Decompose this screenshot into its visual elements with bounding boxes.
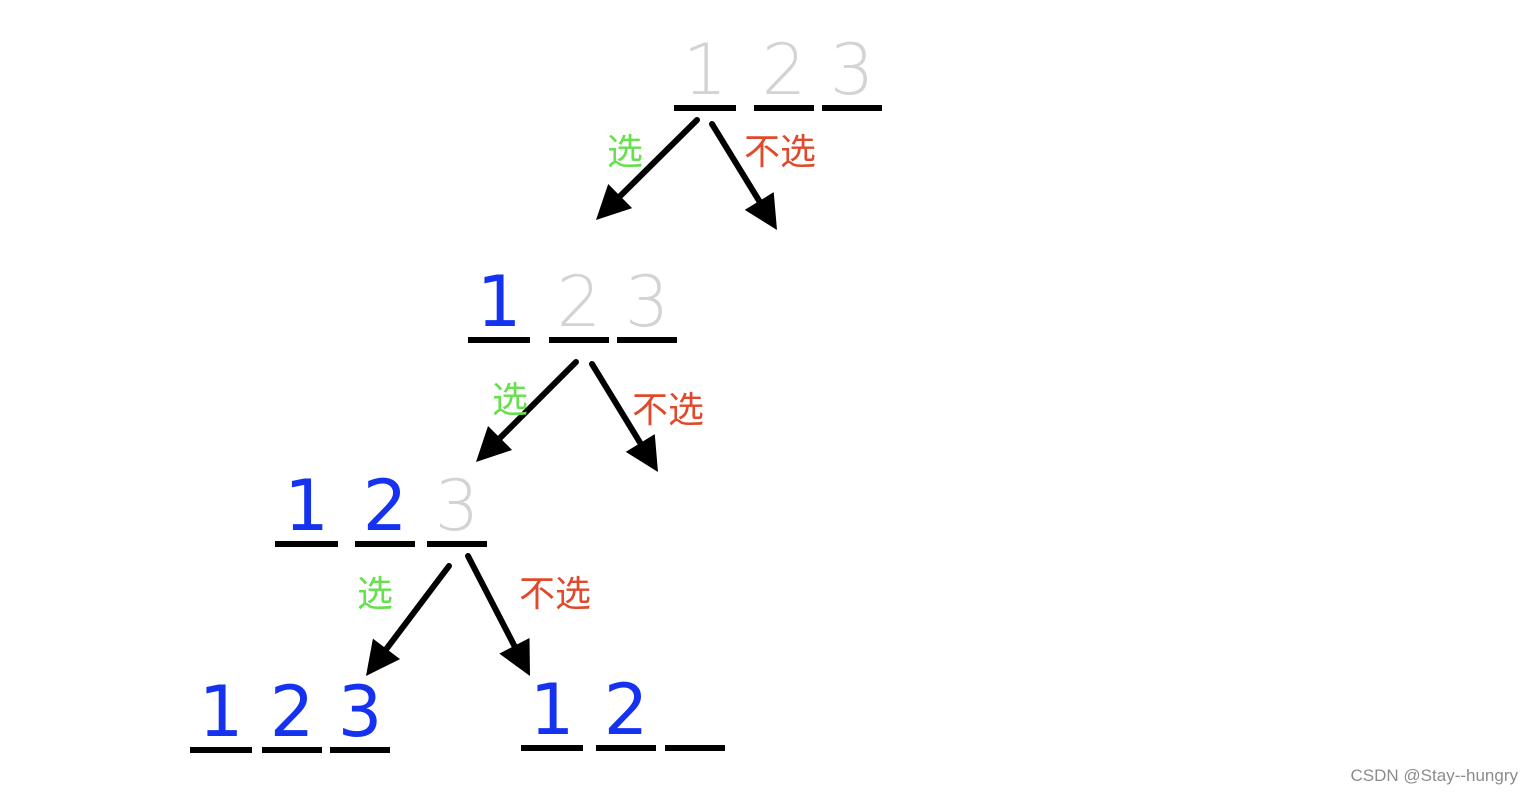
- digit-selected: 2: [604, 669, 649, 751]
- digit-selected: 1: [284, 465, 329, 547]
- skip-label: 不选: [744, 132, 816, 173]
- choose-edge: 选: [357, 563, 452, 676]
- choose-label: 选: [607, 132, 643, 173]
- arrow-shaft: [381, 563, 452, 656]
- digit-unselected: 1: [683, 29, 728, 111]
- digit-unselected: 2: [762, 29, 807, 111]
- digit-selected: 2: [363, 465, 408, 547]
- arrow-head-icon: [476, 425, 513, 462]
- digit-unselected: 3: [625, 261, 670, 343]
- tree-edges: 选不选选 不选选 不选: [357, 117, 816, 676]
- digit-selected: 1: [199, 671, 244, 753]
- digit-selected: 2: [270, 671, 315, 753]
- arrow-shaft: [709, 121, 765, 208]
- digit-selected: 3: [338, 671, 383, 753]
- arrow-shaft: [465, 553, 520, 653]
- arrow-head-icon: [366, 638, 401, 676]
- choose-label: 选: [492, 380, 528, 421]
- digit-unselected: 3: [435, 465, 480, 547]
- arrow-head-icon: [744, 192, 777, 230]
- arrow-head-icon: [625, 434, 658, 472]
- digit-unselected: 2: [557, 261, 602, 343]
- skip-edge: 不选: [465, 553, 591, 676]
- choose-label: 选: [357, 574, 393, 615]
- skip-edge: 不选: [589, 361, 704, 472]
- choose-edge: 选: [476, 359, 579, 462]
- digit-selected: 1: [477, 261, 522, 343]
- arrow-shaft: [614, 117, 700, 202]
- arrow-shaft: [494, 359, 579, 444]
- arrow-shaft: [589, 361, 646, 450]
- skip-label: 不选: [632, 390, 704, 431]
- skip-edge: 不选: [709, 121, 816, 230]
- watermark: CSDN @Stay--hungry: [1350, 766, 1518, 785]
- choose-edge: 选: [596, 117, 700, 220]
- digit-unselected: 3: [830, 29, 875, 111]
- skip-label: 不选: [519, 574, 591, 615]
- digit-selected: 1: [530, 669, 575, 751]
- arrow-head-icon: [499, 637, 530, 676]
- arrow-head-icon: [596, 183, 633, 220]
- tree-nodes: 1 2 31 2 31 2 31 2 3 1 2: [190, 29, 882, 753]
